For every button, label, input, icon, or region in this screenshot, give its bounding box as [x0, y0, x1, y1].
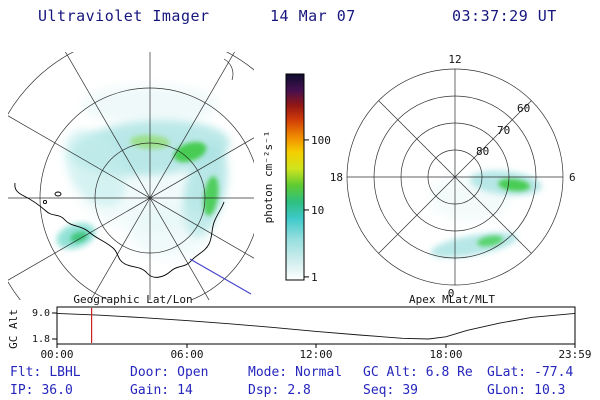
colorbar-gradient — [285, 73, 305, 281]
status-dsp: Dsp: 2.8 — [248, 383, 311, 398]
xtick-label-1800: 18:00 — [429, 348, 462, 361]
status-mode: Mode: Normal — [248, 365, 343, 380]
mlat-label-70: 70 — [497, 124, 510, 137]
aurora-blob — [64, 129, 126, 207]
mlat-label-80: 80 — [476, 145, 489, 158]
mlt-label-6: 6 — [569, 171, 576, 184]
orbit-altitude-strip-chart: Geographic Lat/Lon Apex MLat/MLT GC Alt … — [7, 293, 592, 361]
mlt-label-12: 12 — [448, 53, 461, 66]
aurora-blob — [70, 231, 88, 243]
strip-y-axis-label: GC Alt — [7, 309, 20, 349]
aurora-blob — [173, 141, 207, 163]
xtick-label-0600: 06:00 — [170, 348, 203, 361]
colorbar-tick-label-10: 10 — [311, 204, 324, 217]
observation-date: 14 Mar 07 — [270, 7, 356, 25]
xtick-label-2359: 23:59 — [558, 348, 591, 361]
antarctica-coastline — [14, 182, 225, 278]
strip-frame — [56, 306, 576, 345]
mlt-label-18: 18 — [330, 171, 343, 184]
colorbar-tick-label-100: 100 — [311, 134, 331, 147]
ytick-label-9: 9.0 — [32, 308, 50, 319]
status-glat: GLat: -77.4 — [487, 365, 574, 380]
geographic-map-panel — [8, 52, 254, 300]
xtick-label-0000: 00:00 — [40, 348, 73, 361]
status-gain: Gain: 14 — [130, 383, 193, 398]
coastal-island — [42, 199, 48, 205]
aurora-emission-geo-layer — [56, 85, 230, 258]
status-door: Door: Open — [130, 365, 209, 380]
colorbar-tick-label-1: 1 — [311, 271, 318, 284]
aurora-blob — [203, 176, 219, 216]
status-glon: GLon: 10.3 — [487, 383, 566, 398]
observation-time: 03:37:29 UT — [452, 7, 557, 25]
terminator-line — [189, 258, 252, 295]
apex-polar-panel: 12 0 18 6 60 70 80 — [330, 53, 576, 300]
ytick-label-1.8: 1.8 — [32, 334, 50, 345]
status-ip: IP: 36.0 — [10, 383, 73, 398]
xtick-label-1200: 12:00 — [299, 348, 332, 361]
aurora-blob — [477, 235, 503, 247]
status-gcalt: GC Alt: 6.8 Re — [363, 365, 473, 380]
status-flt: Flt: LBHL — [10, 365, 81, 380]
orbit-altitude-curve — [56, 312, 575, 340]
app-title: Ultraviolet Imager — [38, 7, 210, 25]
coastal-island — [54, 191, 62, 197]
strip-right-title: Apex MLat/MLT — [409, 293, 495, 306]
mlat-mlt-grid — [346, 68, 564, 286]
status-seq: Seq: 39 — [363, 383, 418, 398]
mlat-label-60: 60 — [517, 102, 530, 115]
aurora-blob — [498, 178, 530, 192]
mlt-label-0: 0 — [448, 287, 455, 300]
strip-left-title: Geographic Lat/Lon — [73, 293, 192, 306]
lat-lon-graticule — [8, 52, 254, 300]
colorbar: photon cm⁻²s⁻¹ 100 10 1 — [262, 73, 331, 284]
colorbar-units-label: photon cm⁻²s⁻¹ — [262, 131, 275, 224]
